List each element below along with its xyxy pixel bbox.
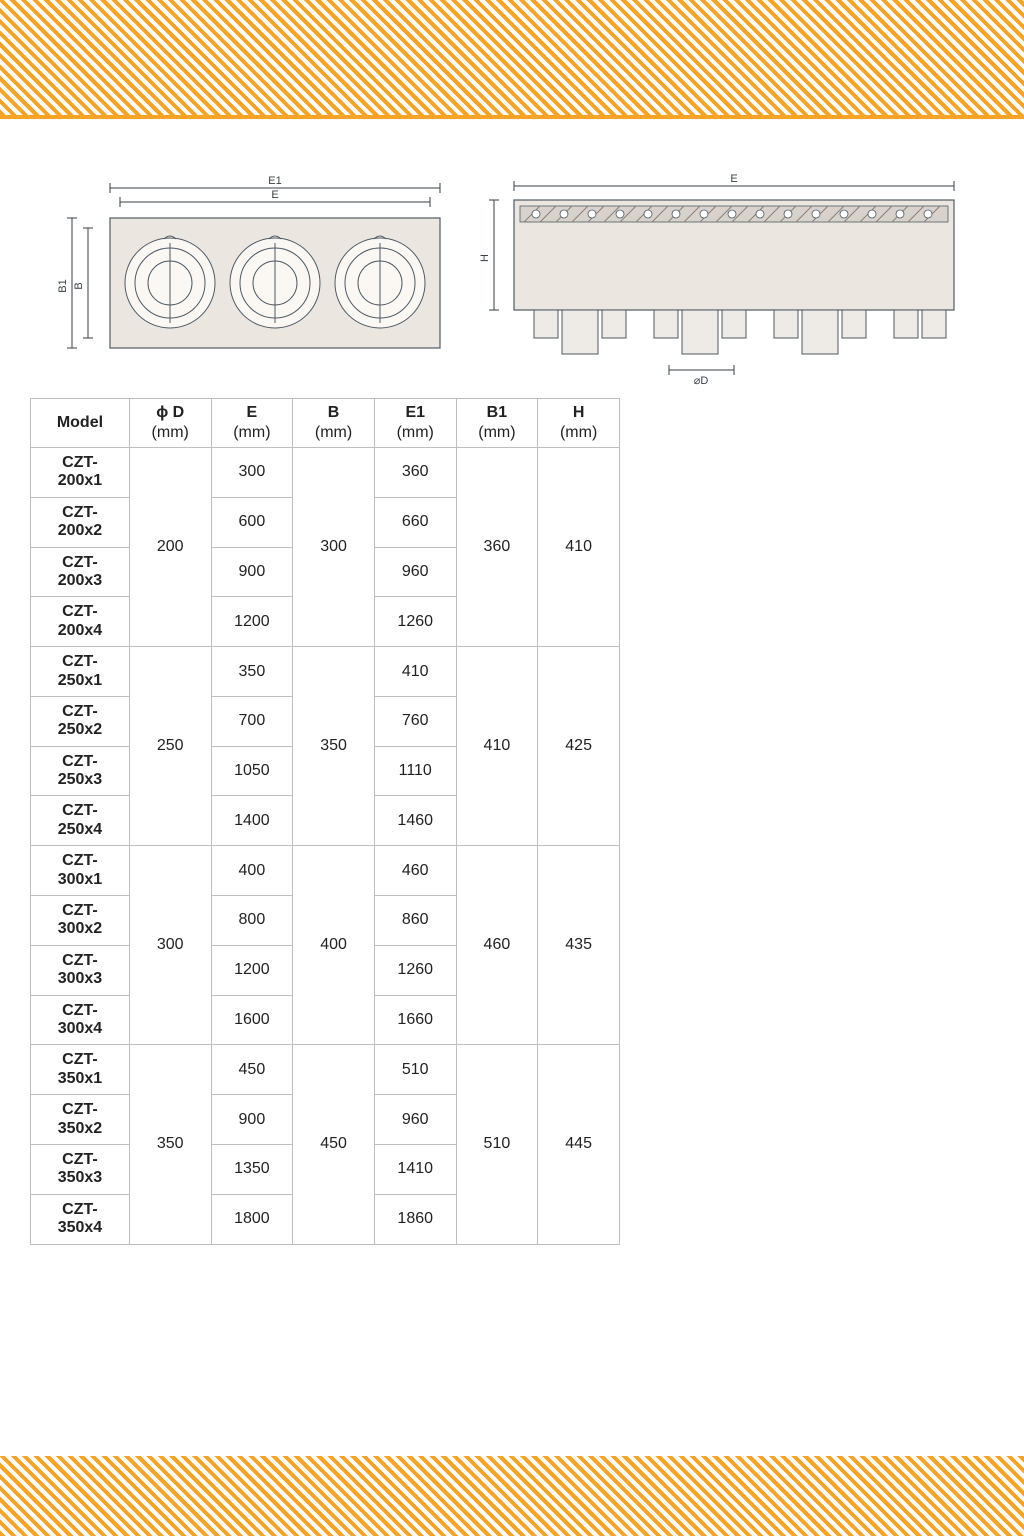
dim-label-b: B: [73, 282, 85, 289]
header-underline: [0, 115, 1024, 119]
dim-label-d: ⌀D: [694, 375, 709, 387]
cell-model: CZT-350x1: [31, 1045, 130, 1095]
header-stripe: [0, 0, 1024, 115]
col-header: E(mm): [211, 399, 293, 448]
cell-model: CZT-300x1: [31, 846, 130, 896]
cell-model: CZT-200x1: [31, 448, 130, 498]
cell-b1: 510: [456, 1045, 538, 1244]
dim-label-e-side: E: [730, 173, 737, 185]
col-header: B1(mm): [456, 399, 538, 448]
table-row: CZT-350x1350450450510510445: [31, 1045, 620, 1095]
cell-e: 900: [211, 1095, 293, 1145]
cell-b: 450: [293, 1045, 375, 1244]
cell-e1: 660: [374, 497, 456, 547]
cell-e1: 1410: [374, 1144, 456, 1194]
cell-e: 900: [211, 547, 293, 597]
dim-label-e1: E1: [268, 175, 281, 187]
col-header: Model: [31, 399, 130, 448]
diagram-row: E1 E B1 B: [50, 170, 974, 390]
cell-model: CZT-350x4: [31, 1194, 130, 1244]
cell-e: 1400: [211, 796, 293, 846]
cell-model: CZT-200x4: [31, 597, 130, 647]
cell-model: CZT-200x3: [31, 547, 130, 597]
cell-h: 410: [538, 448, 620, 647]
cell-b1: 360: [456, 448, 538, 647]
diagram-side: E H ⌀D: [474, 170, 974, 390]
cell-d: 200: [129, 448, 211, 647]
cell-e: 450: [211, 1045, 293, 1095]
cell-b: 300: [293, 448, 375, 647]
cell-e: 300: [211, 448, 293, 498]
table-row: CZT-250x1250350350410410425: [31, 647, 620, 697]
cell-e1: 510: [374, 1045, 456, 1095]
cell-b1: 460: [456, 846, 538, 1045]
cell-e1: 860: [374, 896, 456, 946]
cell-e: 1800: [211, 1194, 293, 1244]
col-header: ϕ D(mm): [129, 399, 211, 448]
cell-b: 400: [293, 846, 375, 1045]
cell-model: CZT-250x4: [31, 796, 130, 846]
cell-d: 250: [129, 647, 211, 846]
cell-e: 600: [211, 497, 293, 547]
cell-e: 400: [211, 846, 293, 896]
cell-e1: 760: [374, 696, 456, 746]
cell-e1: 1260: [374, 597, 456, 647]
cell-e1: 410: [374, 647, 456, 697]
cell-e: 1200: [211, 945, 293, 995]
cell-e: 800: [211, 896, 293, 946]
footer-stripe: [0, 1456, 1024, 1536]
cell-h: 435: [538, 846, 620, 1045]
cell-model: CZT-350x3: [31, 1144, 130, 1194]
cell-e1: 1110: [374, 746, 456, 796]
cell-e: 700: [211, 696, 293, 746]
cell-e: 1200: [211, 597, 293, 647]
cell-e1: 1460: [374, 796, 456, 846]
spec-table: Modelϕ D(mm)E(mm)B(mm)E1(mm)B1(mm)H(mm) C…: [30, 398, 620, 1245]
cell-e1: 1860: [374, 1194, 456, 1244]
cell-d: 300: [129, 846, 211, 1045]
cell-e1: 960: [374, 547, 456, 597]
cell-model: CZT-200x2: [31, 497, 130, 547]
col-header: E1(mm): [374, 399, 456, 448]
cell-model: CZT-350x2: [31, 1095, 130, 1145]
cell-e1: 360: [374, 448, 456, 498]
cell-e1: 1260: [374, 945, 456, 995]
table-row: CZT-300x1300400400460460435: [31, 846, 620, 896]
cell-model: CZT-250x1: [31, 647, 130, 697]
table-row: CZT-200x1200300300360360410: [31, 448, 620, 498]
col-header: H(mm): [538, 399, 620, 448]
cell-h: 445: [538, 1045, 620, 1244]
cell-model: CZT-300x4: [31, 995, 130, 1045]
cell-e: 1600: [211, 995, 293, 1045]
cell-e1: 460: [374, 846, 456, 896]
cell-d: 350: [129, 1045, 211, 1244]
cell-e: 350: [211, 647, 293, 697]
dim-label-h: H: [479, 254, 491, 262]
dim-label-b1: B1: [57, 279, 69, 292]
cell-model: CZT-250x2: [31, 696, 130, 746]
cell-b1: 410: [456, 647, 538, 846]
cell-e: 1350: [211, 1144, 293, 1194]
cell-e1: 1660: [374, 995, 456, 1045]
dim-label-e: E: [271, 189, 278, 201]
cell-model: CZT-300x3: [31, 945, 130, 995]
cell-e: 1050: [211, 746, 293, 796]
cell-model: CZT-300x2: [31, 896, 130, 946]
cell-e1: 960: [374, 1095, 456, 1145]
cell-model: CZT-250x3: [31, 746, 130, 796]
cell-b: 350: [293, 647, 375, 846]
col-header: B(mm): [293, 399, 375, 448]
diagram-front: E1 E B1 B: [50, 170, 470, 380]
cell-h: 425: [538, 647, 620, 846]
